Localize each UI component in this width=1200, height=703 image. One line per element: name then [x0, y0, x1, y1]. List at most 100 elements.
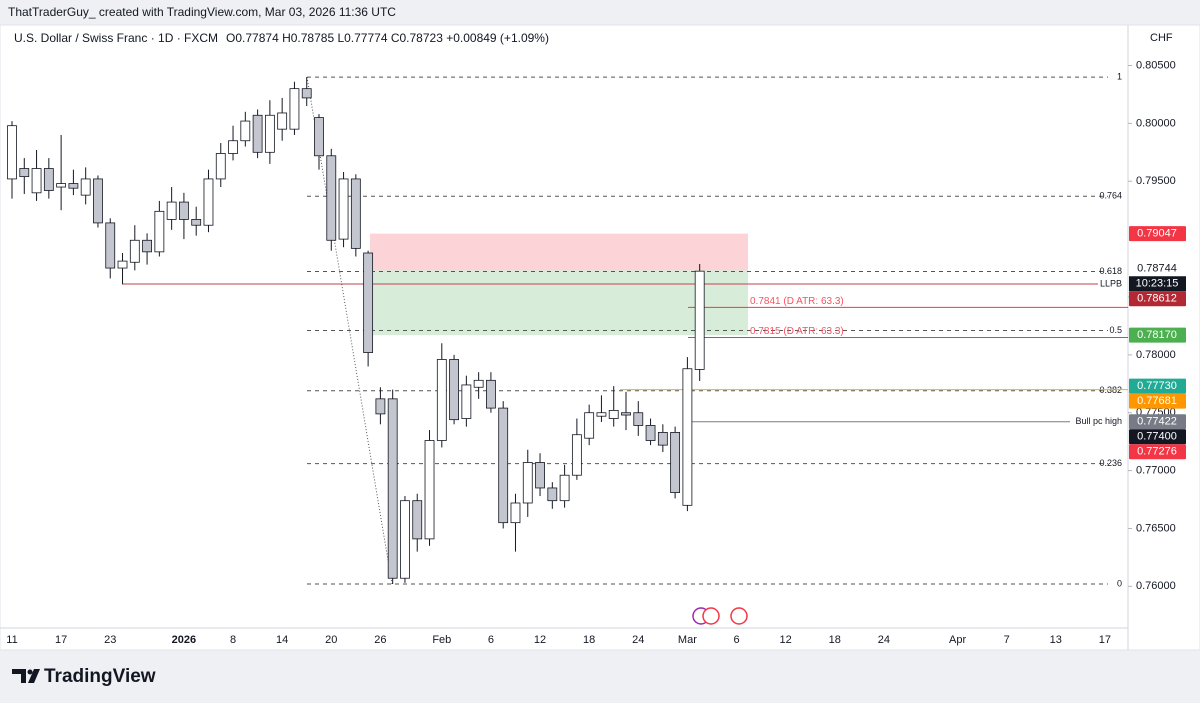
- candle-body: [461, 384, 472, 419]
- candle-body: [670, 432, 681, 493]
- logo-dot: [27, 669, 33, 675]
- candle-body: [363, 252, 374, 353]
- candle-body: [129, 239, 140, 263]
- candle-body: [473, 379, 484, 388]
- x-tick-label: 12: [534, 634, 546, 646]
- candle-body: [682, 368, 693, 506]
- brand: TradingView: [44, 666, 156, 687]
- candle-body: [387, 398, 398, 579]
- candle-body: [191, 219, 202, 226]
- candle-body: [105, 222, 116, 269]
- candle-body: [43, 168, 54, 191]
- x-tick-label: 6: [733, 634, 739, 646]
- candle-body: [80, 178, 91, 196]
- price-tag-label: 0.77681: [1137, 395, 1177, 407]
- y-tick-label: 0.80500: [1136, 59, 1176, 71]
- candle-body: [19, 168, 30, 178]
- candle-body: [608, 410, 619, 419]
- candle-body: [350, 178, 361, 249]
- candle-body: [657, 432, 668, 446]
- candle-body: [142, 239, 152, 253]
- candle-body: [449, 359, 459, 421]
- fib-label: 0: [1117, 578, 1122, 588]
- symbol-title: U.S. Dollar / Swiss Franc · 1D · FXCM: [14, 31, 219, 45]
- x-tick-label: 2026: [172, 634, 196, 646]
- ohlc: O0.77874 H0.78785 L0.77774 C0.78723 +0.0…: [226, 31, 549, 45]
- candle-body: [621, 412, 631, 416]
- logo: [12, 669, 40, 683]
- candle-body: [535, 462, 545, 489]
- x-tick-label: 12: [780, 634, 792, 646]
- candle-body: [240, 120, 251, 142]
- x-tick-label: 6: [488, 634, 494, 646]
- x-tick-label: Apr: [949, 634, 966, 646]
- candle-body: [338, 178, 349, 240]
- price-tag-label: 0.77276: [1137, 446, 1177, 458]
- fib-label: 0.764: [1099, 191, 1122, 201]
- candle-body: [436, 359, 447, 441]
- candle-body: [31, 168, 42, 194]
- candle-body: [301, 88, 312, 99]
- countdown-tag: [1129, 276, 1186, 292]
- candle-body: [522, 462, 533, 504]
- price-tag-label: 0.77422: [1137, 416, 1177, 428]
- candle-body: [412, 500, 423, 540]
- candle-body: [326, 155, 337, 241]
- x-tick-label: 18: [583, 634, 595, 646]
- candle-body: [228, 140, 238, 154]
- x-tick-label: 11: [6, 634, 17, 646]
- candle-body: [215, 153, 226, 180]
- fib-label: 0.618: [1099, 266, 1122, 276]
- currency: CHF: [1150, 32, 1173, 44]
- price-tag-label: 0.78612: [1137, 293, 1177, 305]
- candle-body: [571, 434, 582, 476]
- level-label: LLPB: [1100, 278, 1122, 288]
- x-tick-label: 7: [1004, 634, 1010, 646]
- candle-body: [179, 201, 189, 220]
- candle-body: [93, 178, 103, 224]
- x-tick-label: 26: [374, 634, 386, 646]
- candle-body: [166, 201, 177, 220]
- price-tag: [1129, 429, 1186, 445]
- level-label: Bull pc high: [1075, 416, 1122, 426]
- x-tick-label: 14: [276, 634, 288, 646]
- level-label: 0.7841 (D ATR: 63.3): [750, 296, 844, 307]
- y-tick-label: 0.76500: [1136, 522, 1176, 534]
- event-icon: [730, 607, 748, 625]
- fib-label: 0.5: [1109, 325, 1122, 335]
- price-tag: [1129, 393, 1186, 409]
- price-tag: [1129, 327, 1186, 343]
- price-tag-label: 0.78744: [1137, 263, 1177, 275]
- x-tick-label: Mar: [678, 634, 697, 646]
- candle-body: [7, 125, 17, 180]
- fib-label: 1: [1117, 71, 1122, 81]
- x-tick-label: 18: [829, 634, 841, 646]
- x-tick-label: Feb: [432, 634, 451, 646]
- candle-body: [694, 270, 705, 370]
- plot-area: 1 0.764 0.618 0.5 0.382 0.236 0 LLPB 0.7841 (D A…: [7, 71, 1128, 588]
- y-tick-label: 0.78000: [1136, 349, 1176, 361]
- x-tick-label: 23: [104, 634, 116, 646]
- candle-body: [486, 379, 496, 409]
- price-tag: [1129, 378, 1186, 394]
- candle-body: [154, 210, 165, 253]
- candle-body: [117, 260, 128, 269]
- candle-body: [596, 412, 607, 417]
- x-tick-label: 24: [632, 634, 644, 646]
- candle-body: [277, 112, 288, 130]
- candle-body: [645, 425, 656, 441]
- zone: [370, 233, 748, 271]
- zone: [370, 270, 748, 336]
- price-tag-label: 0.77730: [1137, 380, 1177, 392]
- price-tag: [1129, 261, 1186, 277]
- y-tick-label: 0.79500: [1136, 175, 1176, 187]
- candle-body: [56, 183, 67, 188]
- candle-body: [633, 412, 644, 426]
- x-tick-label: 24: [878, 634, 890, 646]
- price-tag: [1129, 414, 1186, 430]
- legend: U.S. Dollar / Swiss Franc · 1D · FXCM O0…: [14, 31, 549, 45]
- x-tick-label: 8: [230, 634, 236, 646]
- event-icons: [692, 607, 748, 625]
- event-icon: [702, 607, 720, 625]
